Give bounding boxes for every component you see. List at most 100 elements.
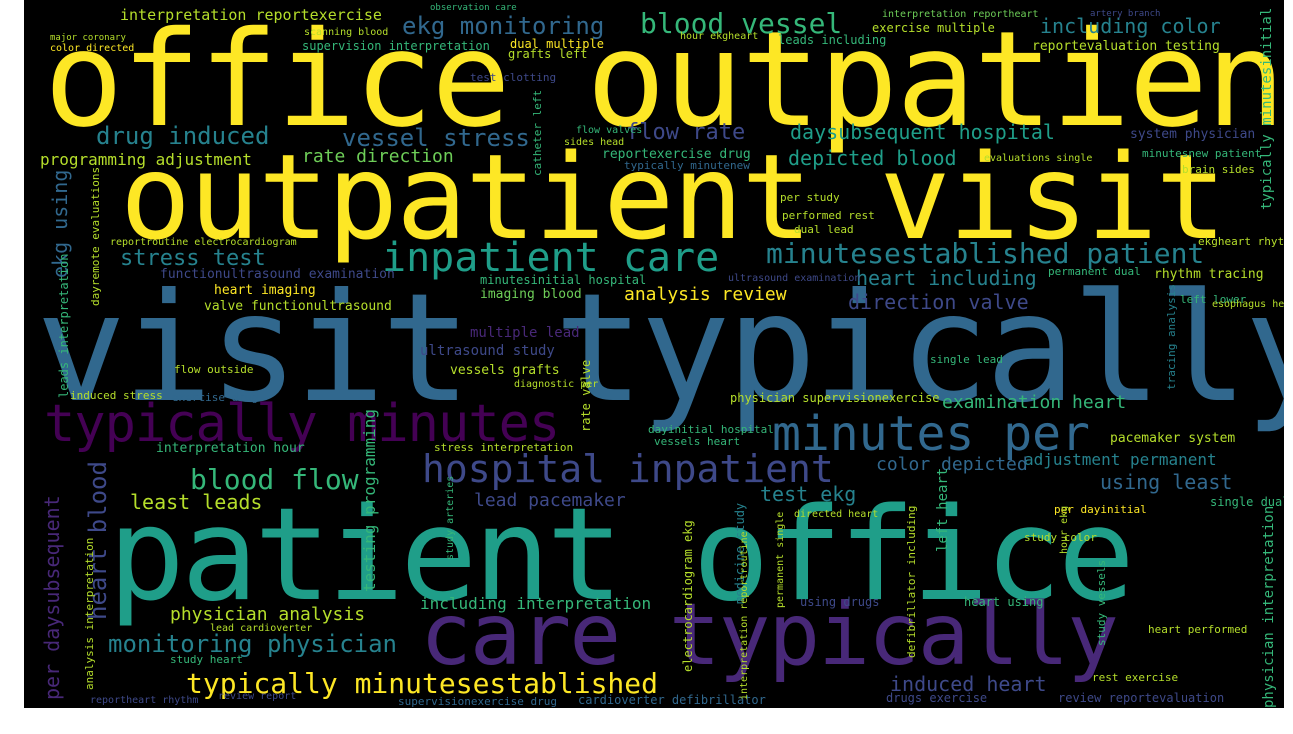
word: study arteries [445, 475, 456, 560]
word: vessels grafts [450, 363, 560, 378]
word: rhythm tracing [1154, 267, 1264, 282]
word: performed rest [782, 209, 875, 222]
word: permanent single [775, 511, 786, 608]
word: defibrillator including [905, 505, 918, 658]
word: review report [218, 691, 297, 702]
word: using drugs [800, 595, 880, 609]
word: color depicted [876, 454, 1028, 475]
word: including interpretation [420, 594, 652, 613]
word: typically minutenew [624, 159, 750, 172]
word: patient office [108, 481, 1135, 630]
word: direction valve [848, 290, 1029, 314]
word: minutesestablished patient [766, 237, 1205, 270]
word: programming adjustment [40, 150, 252, 169]
word: esophagus heart [1212, 299, 1284, 310]
word: stress interpretation [434, 441, 574, 454]
word: typically minutesinitial [1259, 7, 1275, 210]
word: ekg monitoring [402, 12, 605, 40]
word: flow rate [626, 120, 746, 145]
word: ekgheart rhythm [1198, 235, 1284, 248]
word: care typically [420, 585, 1119, 685]
word: ultrasound study [420, 343, 555, 359]
word: supervisionexercise drug [398, 695, 557, 708]
word: interpretation reportheart [882, 9, 1039, 20]
word: multiple lead [470, 325, 580, 341]
word: test clotting [470, 71, 557, 84]
word: brain sides [1182, 163, 1255, 176]
word: vessel stress [342, 124, 530, 152]
word: heart using [964, 595, 1044, 609]
word: interpretation reportexercise [120, 6, 382, 24]
word: physician analysis [170, 604, 366, 625]
word: induced heart [890, 672, 1047, 696]
word: rest exercise [1092, 671, 1179, 684]
word: induced stress [70, 389, 163, 402]
word: monitoring physician [108, 630, 397, 658]
word: lead cardioverter [210, 623, 313, 634]
word: minutesinitial hospital [480, 273, 647, 287]
word: left heart [935, 467, 951, 552]
word: outpatient visit [120, 128, 1227, 266]
word: supervision interpretation [302, 39, 490, 53]
word: interpretation hour [156, 441, 305, 456]
word: flow valves [576, 125, 643, 136]
word: observation care [430, 3, 517, 13]
word: vessels heart [654, 435, 741, 448]
word: artery branch [1090, 9, 1161, 19]
word: including color [1040, 14, 1221, 38]
word: reportevaluation testing [1032, 39, 1220, 54]
word: typically minutesestablished [186, 667, 659, 700]
word: hospital inpatient [422, 447, 834, 491]
word: drugs exercise [886, 691, 988, 705]
word: physician supervisionexercise [730, 391, 940, 405]
word: heart imaging [214, 283, 316, 298]
word: reportroutine electrocardiogram [110, 237, 297, 248]
word: heart performed [1148, 623, 1248, 636]
word: office outpatient [44, 3, 1284, 157]
word: depicted blood [788, 146, 957, 170]
word: reportheart rhythm [90, 695, 199, 706]
word: hour ekg [1059, 505, 1070, 554]
word: exercise drug [172, 391, 259, 404]
word: per study [780, 191, 840, 204]
word: minutesnew patient [1142, 147, 1262, 160]
word: using least [1100, 470, 1233, 494]
word: single lead [930, 353, 1003, 366]
word: per dayinitial [1054, 503, 1147, 516]
word: pacemaker system [1110, 431, 1236, 446]
word: tracing analysis [1165, 284, 1178, 390]
word: dayremote evaluations [89, 166, 102, 306]
word: directed heart [794, 509, 879, 520]
word: system physician [1130, 127, 1256, 142]
word: per daysubsequent [40, 495, 64, 700]
word: electrocardiogram ekg [681, 520, 695, 672]
word: typically minutes [44, 394, 560, 454]
word: dual lead [794, 223, 854, 236]
word: rate valve [579, 359, 593, 432]
word: adjustment permanent [1024, 450, 1217, 469]
word: hour ekgheart [680, 31, 759, 42]
word: major coronary [50, 33, 126, 43]
word: analysis interpretation [83, 537, 96, 690]
word: drug induced [96, 122, 270, 150]
word: least leads [130, 490, 263, 514]
word: examination heart [942, 392, 1127, 413]
word: physician interpretation [1261, 505, 1277, 708]
word: cardioverter defibrillator [578, 693, 766, 707]
word: minutes per [772, 406, 1090, 462]
word: permanent dual [1048, 265, 1141, 278]
word: leads interpretation [57, 253, 71, 399]
word: flow outside [174, 363, 254, 376]
word: dayinitial hospital [648, 423, 774, 436]
word: color directed [50, 43, 135, 54]
word: study color [1024, 531, 1097, 544]
word: review reportevaluation [1058, 691, 1225, 705]
word: stress test [120, 246, 266, 271]
word: functionultrasound examination [160, 267, 395, 282]
word: rate direction [302, 146, 454, 167]
word: scanning blood [304, 27, 389, 38]
word: ultrasound examination [728, 273, 861, 284]
word: sides head [564, 137, 625, 148]
word: imaging blood [480, 287, 582, 302]
word-cloud: office outpatient outpatient visit visit… [24, 0, 1284, 708]
